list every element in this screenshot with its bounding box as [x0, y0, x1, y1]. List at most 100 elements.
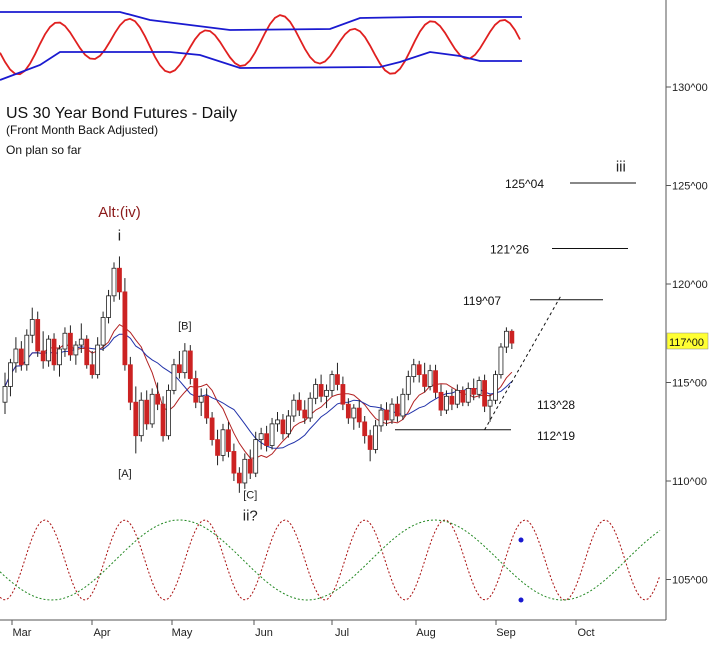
candle-down — [302, 409, 308, 419]
candle-up — [242, 458, 248, 484]
candle-down — [51, 338, 57, 366]
month-label: Mar — [13, 627, 32, 639]
candle-down — [144, 399, 150, 425]
candle-up — [62, 332, 68, 350]
candle-up — [29, 319, 35, 336]
candle-down — [226, 429, 231, 452]
candle-up — [46, 338, 51, 362]
candle-up — [8, 362, 13, 387]
chart-subtitle: (Front Month Back Adjusted) — [6, 123, 158, 137]
candle-up — [329, 374, 335, 391]
candles-group — [2, 256, 515, 493]
candle-up — [258, 433, 264, 441]
candle-up — [313, 384, 319, 399]
candle-down — [471, 388, 477, 395]
price-tick-label: 120^00 — [672, 279, 708, 291]
candle-up — [78, 338, 84, 346]
candle-down — [460, 389, 466, 403]
oscillator-panel — [0, 11, 522, 81]
candle-up — [111, 267, 117, 297]
current-price-box — [666, 332, 709, 350]
price-panel: 125^04 121^26 119^07 113^28 112^19 Alt:(iv) i [… — [2, 159, 636, 524]
candle-down — [89, 364, 95, 376]
candle-down — [187, 350, 193, 379]
projection-line — [484, 295, 562, 431]
candle-up — [454, 389, 460, 405]
candle-down — [356, 407, 362, 423]
candle-down — [236, 472, 242, 484]
candle-up — [476, 380, 482, 395]
candle-down — [122, 291, 128, 366]
candle-up — [324, 389, 329, 397]
candle-up — [198, 395, 204, 403]
candle-up — [2, 386, 8, 403]
candle-up — [275, 419, 280, 425]
current-price-label: 117^00 — [669, 337, 704, 349]
candle-down — [362, 421, 368, 437]
candle-up — [220, 429, 226, 456]
month-label: Oct — [577, 627, 594, 639]
candle-down — [449, 395, 455, 405]
candle-down — [176, 364, 182, 374]
candle-down — [247, 458, 253, 474]
candle-up — [307, 397, 313, 419]
candle-up — [13, 348, 19, 364]
candle-down — [133, 401, 139, 437]
candle-up — [411, 364, 417, 377]
wave-label: ii? — [243, 507, 258, 524]
candle-down — [416, 364, 422, 376]
candle-up — [73, 344, 79, 356]
candle-up — [373, 425, 379, 450]
wave-label: [C] — [243, 490, 257, 502]
candle-down — [433, 370, 438, 393]
candle-up — [253, 439, 259, 474]
chart-note: On plan so far — [6, 143, 81, 157]
wave-label: [A] — [118, 468, 131, 480]
candle-up — [487, 399, 493, 407]
candle-up — [149, 393, 155, 425]
candle-down — [127, 364, 133, 403]
candle-up — [285, 415, 291, 435]
candle-down — [422, 374, 428, 387]
candle-up — [493, 374, 498, 401]
candle-up — [57, 348, 62, 366]
support-label: 112^19 — [537, 429, 575, 443]
target-label: 119^07 — [463, 294, 501, 308]
candle-down — [231, 451, 237, 474]
candle-up — [427, 370, 433, 387]
month-label: Apr — [93, 627, 110, 639]
price-tick-label: 110^00 — [672, 476, 707, 488]
candle-down — [280, 419, 286, 435]
candle-up — [138, 399, 144, 437]
chart-title: US 30 Year Bond Futures - Daily — [6, 105, 237, 122]
candle-down — [160, 403, 166, 437]
price-tick-label: 130^00 — [672, 82, 708, 94]
candle-down — [155, 393, 161, 405]
wave-label: Alt:(iv) — [98, 204, 141, 221]
candle-up — [389, 403, 395, 421]
ma-slow-line — [4, 333, 513, 449]
candle-down — [335, 374, 340, 385]
candle-down — [68, 332, 73, 356]
candle-down — [84, 338, 90, 366]
candle-down — [340, 384, 346, 405]
candle-down — [296, 399, 302, 411]
candle-down — [482, 380, 488, 407]
month-label: May — [172, 627, 193, 639]
candle-down — [40, 350, 46, 362]
candle-up — [95, 344, 101, 376]
lower-band-line — [0, 51, 522, 81]
price-tick-label: 105^00 — [672, 575, 708, 587]
candle-up — [106, 295, 111, 318]
target-label: 125^04 — [505, 177, 544, 191]
support-label: 113^28 — [537, 398, 575, 412]
candle-up — [100, 317, 106, 346]
wave-label: [B] — [178, 320, 191, 332]
month-label: Sep — [496, 627, 516, 639]
ma-fast-line — [4, 323, 513, 459]
cycle-slow-line — [0, 519, 661, 601]
candle-up — [378, 409, 384, 427]
candle-down — [204, 395, 210, 419]
candle-up — [351, 407, 357, 419]
